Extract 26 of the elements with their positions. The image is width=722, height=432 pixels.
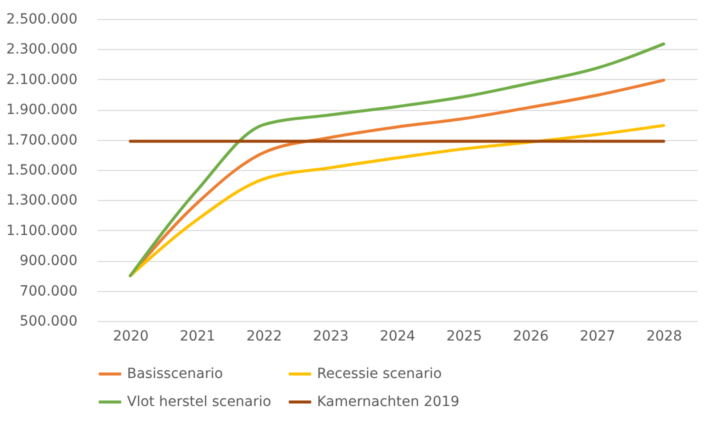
x-tick-label: 2022 (246, 328, 282, 344)
x-tick-label: 2027 (580, 328, 616, 344)
y-tick-label: 700.000 (20, 283, 78, 300)
y-tick-label: 2.100.000 (6, 72, 78, 88)
y-tick-label: 900.000 (20, 253, 78, 270)
y-tick-label: 2.500.000 (6, 12, 78, 28)
y-tick-label: 2.300.000 (6, 42, 78, 58)
x-tick-label: 2020 (113, 328, 149, 344)
y-tick-label: 1.300.000 (6, 192, 78, 209)
x-tick-label: 2026 (513, 328, 549, 344)
legend-label: Vlot herstel scenario (127, 394, 272, 410)
legend-label: Basisscenario (127, 366, 223, 382)
y-tick-label: 1.100.000 (6, 222, 78, 239)
x-tick-label: 2024 (380, 328, 416, 344)
line-series (128, 42, 666, 278)
y-tick-label: 1.700.000 (6, 132, 78, 148)
legend-label: Kamernachten 2019 (317, 394, 460, 410)
x-tick-label: 2023 (313, 328, 349, 344)
x-tick-label: 2025 (446, 328, 482, 344)
x-tick-label: 2021 (180, 328, 216, 344)
y-tick-label: 1.900.000 (6, 102, 78, 118)
legend-label: Recessie scenario (317, 366, 442, 382)
line-series (128, 124, 666, 278)
y-tick-label: 500.000 (20, 314, 78, 330)
y-tick-label: 1.500.000 (6, 162, 78, 178)
x-tick-label: 2028 (646, 328, 682, 344)
